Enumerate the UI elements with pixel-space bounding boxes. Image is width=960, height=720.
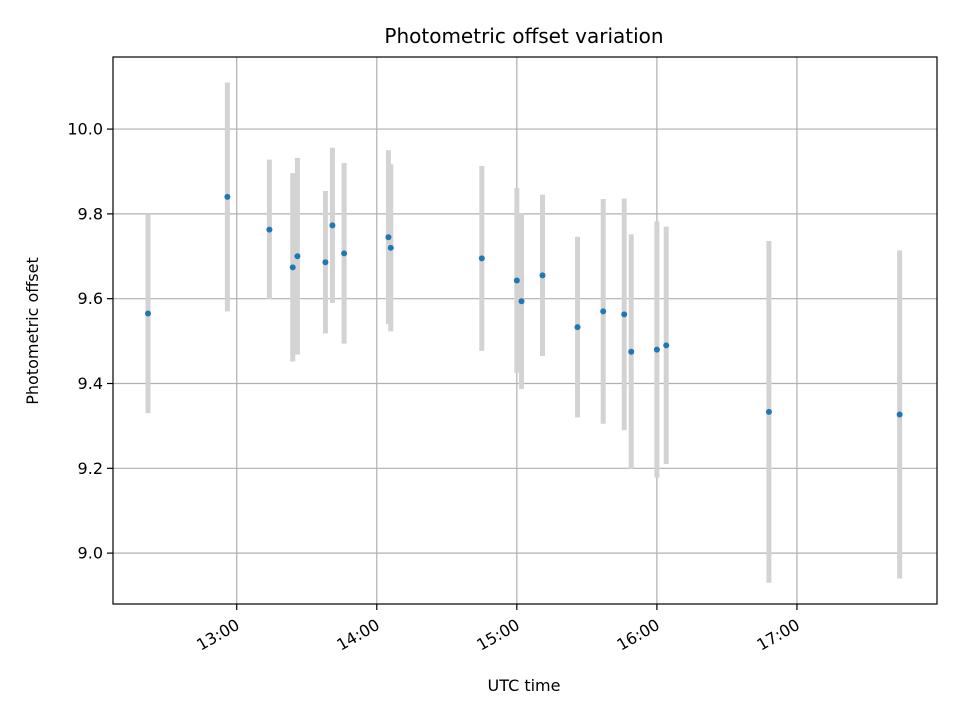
data-point bbox=[478, 255, 485, 262]
chart-title: Photometric offset variation bbox=[384, 24, 663, 48]
data-point bbox=[663, 342, 670, 349]
grid bbox=[113, 57, 937, 604]
data-points bbox=[145, 193, 903, 418]
x-tick-label: 16:00 bbox=[613, 615, 662, 655]
plot-frame bbox=[112, 56, 938, 605]
data-point bbox=[294, 253, 301, 260]
y-tick-label: 9.6 bbox=[78, 289, 103, 308]
data-point bbox=[621, 311, 628, 318]
data-point bbox=[653, 346, 660, 353]
y-tick-label: 9.0 bbox=[78, 544, 103, 563]
data-point bbox=[289, 264, 296, 271]
x-tick-label: 13:00 bbox=[193, 615, 242, 655]
data-point bbox=[224, 193, 231, 200]
x-tick-label: 15:00 bbox=[473, 615, 522, 655]
y-tick-label: 9.4 bbox=[78, 374, 103, 393]
data-point bbox=[628, 348, 635, 355]
data-point bbox=[600, 308, 607, 315]
data-point bbox=[145, 310, 152, 317]
x-tick-label: 14:00 bbox=[333, 615, 382, 655]
data-point bbox=[574, 324, 581, 331]
y-tick-label: 9.2 bbox=[78, 459, 103, 478]
data-point bbox=[266, 226, 273, 233]
data-point bbox=[385, 234, 392, 241]
y-tick-label: 9.8 bbox=[78, 204, 103, 223]
error-bars bbox=[145, 82, 903, 583]
data-point bbox=[518, 298, 525, 305]
data-point bbox=[513, 277, 520, 284]
data-point bbox=[329, 222, 336, 229]
data-point bbox=[341, 250, 348, 257]
y-axis-label: Photometric offset bbox=[23, 257, 42, 405]
data-point bbox=[539, 272, 546, 279]
data-point bbox=[322, 259, 329, 266]
data-point bbox=[765, 408, 772, 415]
x-axis: 13:00 14:00 15:00 16:00 17:00 bbox=[193, 604, 803, 655]
data-point bbox=[896, 411, 903, 418]
x-axis-label: UTC time bbox=[488, 676, 561, 695]
y-axis: 9.0 9.2 9.4 9.6 9.8 10.0 bbox=[67, 120, 113, 563]
x-tick-label: 17:00 bbox=[754, 615, 803, 655]
data-point bbox=[387, 244, 394, 251]
y-tick-label: 10.0 bbox=[67, 120, 103, 139]
